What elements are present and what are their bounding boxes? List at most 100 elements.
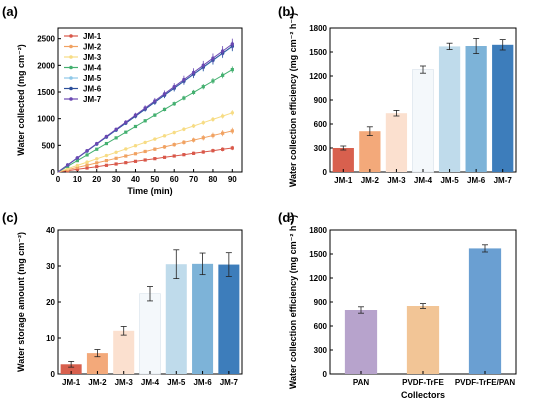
panel-label-c: (c)	[2, 210, 18, 225]
data-point-JM-4	[95, 147, 99, 151]
panel-label-d: (d)	[278, 210, 295, 225]
data-point-JM-3	[201, 120, 205, 125]
y-tick-label-c: 0	[51, 370, 56, 379]
bar-JM-4	[412, 69, 434, 173]
x-tick-label-b: JM-4	[414, 176, 433, 185]
x-axis-title-a: Time (min)	[127, 186, 172, 196]
y-tick-label-b: 900	[314, 96, 328, 105]
data-point-JM-1	[85, 166, 89, 170]
y-tick-label-d: 600	[314, 322, 328, 331]
x-tick-label-d: PVDF-TrFE	[402, 378, 444, 387]
data-point-JM-7	[230, 42, 235, 46]
data-point-JM-7	[182, 77, 186, 82]
data-point-JM-2	[153, 147, 157, 151]
data-point-JM-7	[114, 127, 118, 132]
legend-label-JM-2: JM-2	[83, 43, 102, 52]
data-point-JM-7	[75, 156, 80, 160]
legend-marker-JM-6	[69, 86, 73, 91]
x-tick-label-b: JM-6	[467, 176, 486, 185]
bar-JM-5	[165, 264, 187, 374]
x-tick-label-b: JM-1	[334, 176, 353, 185]
data-point-JM-1	[211, 149, 215, 153]
y-tick-label-a: 1000	[37, 115, 55, 124]
legend-label-JM-3: JM-3	[83, 53, 102, 62]
data-point-JM-3	[191, 124, 196, 128]
x-tick-label-c: JM-7	[220, 378, 239, 387]
x-axis-title-d: Collectors	[401, 390, 445, 400]
legend-marker-JM-5	[69, 76, 73, 80]
x-tick-label-a: 40	[131, 175, 140, 184]
data-point-JM-7	[162, 92, 167, 96]
data-point-JM-4	[211, 79, 215, 83]
y-tick-label-d: 300	[314, 346, 328, 355]
x-tick-label-a: 90	[228, 175, 237, 184]
data-point-JM-2	[143, 149, 147, 154]
data-point-JM-7	[143, 106, 147, 110]
data-point-JM-2	[85, 163, 89, 167]
y-tick-label-a: 0	[51, 168, 56, 177]
data-point-JM-4	[85, 153, 89, 157]
data-point-JM-3	[220, 114, 225, 118]
data-point-JM-3	[211, 117, 215, 122]
x-tick-label-c: JM-2	[88, 378, 107, 387]
y-tick-label-c: 20	[46, 298, 55, 307]
data-point-JM-1	[230, 146, 234, 150]
data-point-JM-2	[172, 143, 176, 147]
bar-PAN	[344, 310, 378, 374]
legend-marker-JM-7	[69, 97, 73, 101]
bar-JM-6	[465, 46, 487, 172]
x-tick-label-d: PVDF-TrFE/PAN	[455, 378, 516, 387]
data-point-JM-2	[104, 158, 109, 163]
data-point-JM-1	[75, 167, 79, 171]
data-point-JM-7	[124, 120, 128, 124]
data-point-JM-3	[153, 137, 157, 141]
legend-label-JM-6: JM-6	[83, 85, 102, 94]
data-point-JM-3	[162, 134, 167, 138]
data-point-JM-3	[114, 150, 118, 154]
bar-JM-7	[218, 264, 240, 374]
data-point-JM-4	[104, 141, 109, 146]
bar-PVDF-TrFE/PAN	[468, 248, 502, 374]
data-point-JM-3	[172, 130, 176, 135]
y-axis-title-a: Water collected (mg cm⁻²)	[16, 44, 26, 155]
y-axis-title-c: Water storage amount (mg cm⁻²)	[16, 232, 26, 372]
bar-JM-4	[139, 293, 161, 375]
y-axis-title-b: Water collection efficiency (mg cm⁻² h⁻¹…	[288, 13, 298, 187]
bar-JM-3	[385, 113, 408, 172]
bar-JM-1	[60, 364, 82, 374]
x-tick-label-b: JM-3	[387, 176, 406, 185]
y-tick-label-c: 30	[46, 262, 55, 271]
data-point-JM-2	[221, 131, 225, 135]
data-point-JM-4	[162, 107, 167, 112]
y-axis-title-d: Water collection efficiency (mg cm⁻² h⁻¹…	[288, 215, 298, 389]
y-tick-label-d: 1500	[309, 250, 327, 259]
data-point-JM-7	[104, 134, 109, 139]
x-tick-label-a: 0	[56, 175, 61, 184]
legend-marker-JM-1	[69, 34, 73, 38]
y-tick-label-d: 900	[314, 298, 328, 307]
data-point-JM-1	[95, 165, 99, 169]
y-tick-label-d: 1800	[309, 226, 327, 235]
x-tick-label-c: JM-3	[115, 378, 134, 387]
x-tick-label-c: JM-1	[62, 378, 81, 387]
data-point-JM-7	[95, 141, 99, 146]
x-tick-label-c: JM-4	[141, 378, 160, 387]
legend-label-JM-5: JM-5	[83, 74, 102, 83]
data-point-JM-4	[75, 159, 79, 163]
data-point-JM-4	[191, 90, 196, 94]
legend-marker-JM-3	[69, 55, 73, 59]
data-point-JM-2	[191, 138, 196, 142]
data-point-JM-7	[133, 113, 138, 117]
y-tick-label-b: 1500	[309, 48, 327, 57]
bar-PVDF-TrFE	[406, 306, 440, 374]
data-point-JM-4	[114, 136, 118, 140]
legend-label-JM-1: JM-1	[83, 32, 102, 41]
data-point-JM-3	[182, 127, 186, 131]
bar-JM-2	[86, 353, 108, 374]
panel-label-b: (b)	[278, 4, 295, 19]
data-point-JM-7	[172, 84, 176, 89]
data-point-JM-2	[211, 133, 215, 138]
y-tick-label-b: 300	[314, 144, 328, 153]
data-point-JM-3	[104, 153, 109, 158]
data-point-JM-1	[221, 147, 225, 151]
